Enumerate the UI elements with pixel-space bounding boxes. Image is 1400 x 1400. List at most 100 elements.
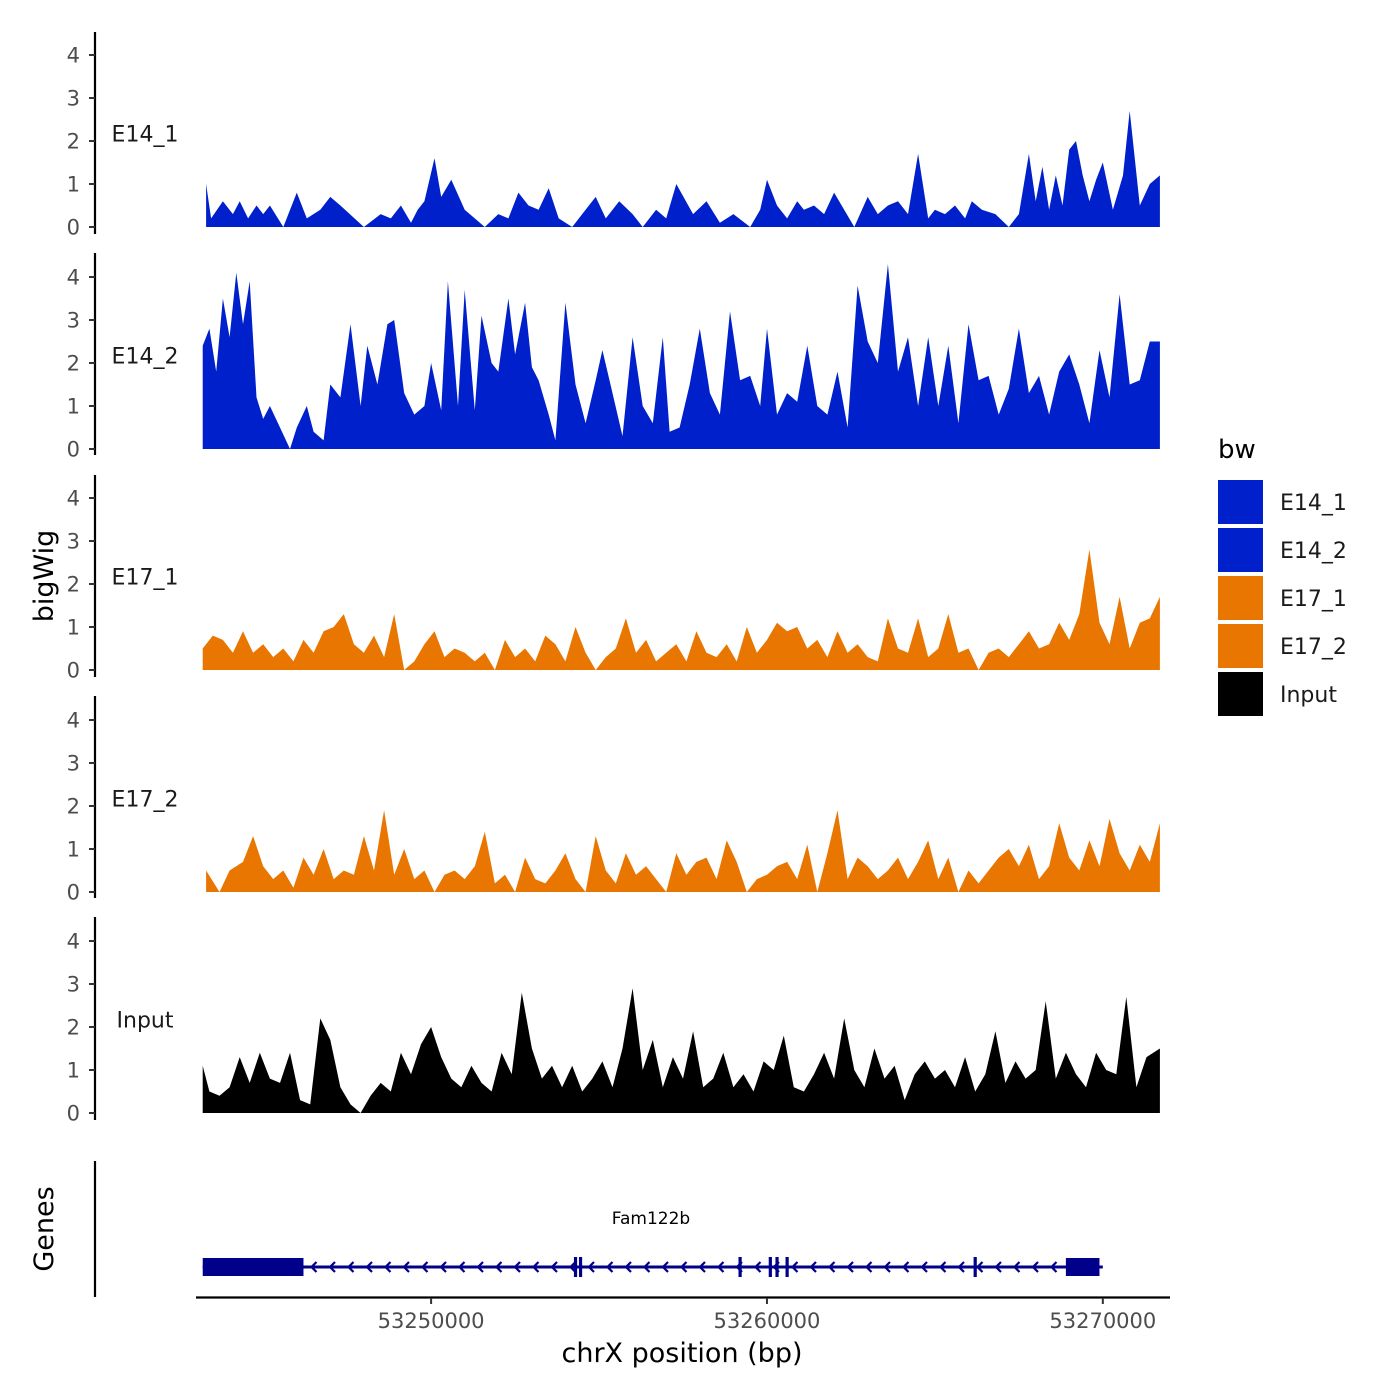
strand-arrow: [1031, 1261, 1039, 1273]
strand-arrow: [957, 1261, 965, 1273]
legend-swatch: [1218, 624, 1263, 668]
bigwig-tracks: 0 1 2 3 4 E14_1 0 1 2 3 4 E14_2 0 1 2 3 4 E17_1 0 1 2 3 4 E17_2…: [67, 32, 1160, 1126]
strand-arrow: [975, 1261, 984, 1273]
signal-area-e17-2: [206, 810, 1160, 892]
y-tick-label: 4: [67, 487, 80, 511]
y-tick-label: 1: [67, 395, 80, 419]
y-tick-label: 2: [67, 1016, 80, 1040]
track-label: E17_1: [112, 566, 179, 591]
strand-arrow: [938, 1261, 947, 1273]
strand-arrow: [402, 1261, 410, 1273]
strand-arrow: [328, 1261, 336, 1273]
track-label: E17_2: [112, 788, 179, 813]
gene-panel: Fam122b: [93, 1161, 1103, 1297]
y-tick-label: 2: [67, 795, 80, 819]
signal-area-e14-1: [206, 110, 1160, 227]
legend-entry: E14_1: [1218, 480, 1347, 524]
gene-exon-block: [202, 1258, 304, 1276]
legend: bw E14_1 E14_2 E17_1 E17_2 Input: [1218, 435, 1347, 716]
strand-arrow: [846, 1261, 854, 1273]
x-axis-title: chrX position (bp): [561, 1338, 802, 1369]
strand-arrow: [883, 1261, 891, 1273]
y-tick-label: 2: [67, 352, 80, 376]
y-tick-label: 4: [67, 930, 80, 954]
legend-entry: E17_1: [1218, 576, 1347, 620]
y-tick-label: 1: [67, 1059, 80, 1083]
strand-arrow: [476, 1261, 484, 1273]
legend-entry: E17_2: [1218, 624, 1347, 668]
x-axis: 53250000 53260000 53270000: [196, 1296, 1170, 1333]
y-tick-label: 0: [67, 881, 80, 905]
signal-area-e17-1: [202, 549, 1160, 670]
y-tick-label: 4: [67, 44, 80, 68]
legend-swatch: [1218, 528, 1263, 572]
genes-axis-title: Genes: [29, 1186, 60, 1271]
gene-exon-mark: [785, 1257, 789, 1277]
strand-arrow: [383, 1261, 392, 1273]
strand-arrow: [346, 1261, 355, 1273]
gene-exon-mark: [738, 1257, 742, 1277]
y-tick-label: 1: [67, 616, 80, 640]
y-tick-label: 1: [67, 838, 80, 862]
track-e14-2: 0 1 2 3 4 E14_2: [67, 253, 1160, 462]
legend-entry: Input: [1218, 672, 1337, 716]
track-label: Input: [117, 1009, 174, 1034]
strand-arrow: [605, 1261, 614, 1273]
signal-area-e14-2: [202, 264, 1160, 449]
legend-swatch: [1218, 480, 1263, 524]
strand-arrow: [753, 1261, 762, 1273]
legend-label: E17_1: [1280, 587, 1347, 612]
strand-arrow: [1012, 1261, 1021, 1273]
strand-arrow: [864, 1261, 873, 1273]
legend-label: E17_2: [1280, 635, 1347, 660]
strand-arrow: [642, 1261, 651, 1273]
y-tick-label: 3: [67, 530, 80, 554]
y-tick-label: 0: [67, 216, 80, 240]
strand-arrow: [790, 1261, 799, 1273]
gene-exon-block: [1065, 1258, 1100, 1276]
strand-arrow: [901, 1261, 910, 1273]
strand-arrow: [513, 1261, 521, 1273]
x-tick-label: 53260000: [714, 1309, 821, 1333]
x-tick-label: 53250000: [378, 1309, 485, 1333]
y-tick-label: 4: [67, 709, 80, 733]
gene-exon-mark: [768, 1257, 772, 1277]
strand-arrow: [494, 1261, 503, 1273]
legend-entries: E14_1 E14_2 E17_1 E17_2 Input: [1218, 480, 1347, 716]
strand-arrow: [439, 1261, 447, 1273]
strand-arrow: [309, 1261, 318, 1273]
legend-label: E14_2: [1280, 539, 1347, 564]
track-e14-1: 0 1 2 3 4 E14_1: [67, 32, 1160, 240]
strand-arrow: [661, 1261, 669, 1273]
strand-arrow: [587, 1261, 595, 1273]
strand-arrow: [568, 1261, 577, 1273]
legend-label: E14_1: [1280, 491, 1347, 516]
gene-exon-mark: [578, 1257, 583, 1277]
track-e17-2: 0 1 2 3 4 E17_2: [67, 696, 1160, 905]
x-tick-label: 53270000: [1049, 1309, 1156, 1333]
strand-arrow: [698, 1261, 706, 1273]
gene-label: Fam122b: [612, 1209, 690, 1229]
strand-arrow: [1049, 1261, 1058, 1273]
strand-arrow: [531, 1261, 540, 1273]
y-tick-label: 2: [67, 130, 80, 154]
strand-arrow: [920, 1261, 928, 1273]
y-tick-label: 3: [67, 87, 80, 111]
gene-exon-mark: [775, 1257, 779, 1277]
track-input: 0 1 2 3 4 Input: [67, 917, 1160, 1126]
track-label: E14_2: [112, 345, 179, 370]
track-label: E14_1: [112, 123, 179, 148]
y-tick-label: 3: [67, 752, 80, 776]
y-tick-label: 0: [67, 1102, 80, 1126]
strand-arrow: [624, 1261, 632, 1273]
legend-entry: E14_2: [1218, 528, 1347, 572]
y-tick-label: 2: [67, 573, 80, 597]
gene-exon-mark: [973, 1257, 977, 1277]
track-e17-1: 0 1 2 3 4 E17_1: [67, 475, 1160, 683]
signal-area-input: [202, 988, 1160, 1113]
strand-arrow: [457, 1261, 466, 1273]
strand-arrow: [809, 1261, 817, 1273]
y-tick-label: 3: [67, 973, 80, 997]
legend-label: Input: [1280, 683, 1337, 708]
